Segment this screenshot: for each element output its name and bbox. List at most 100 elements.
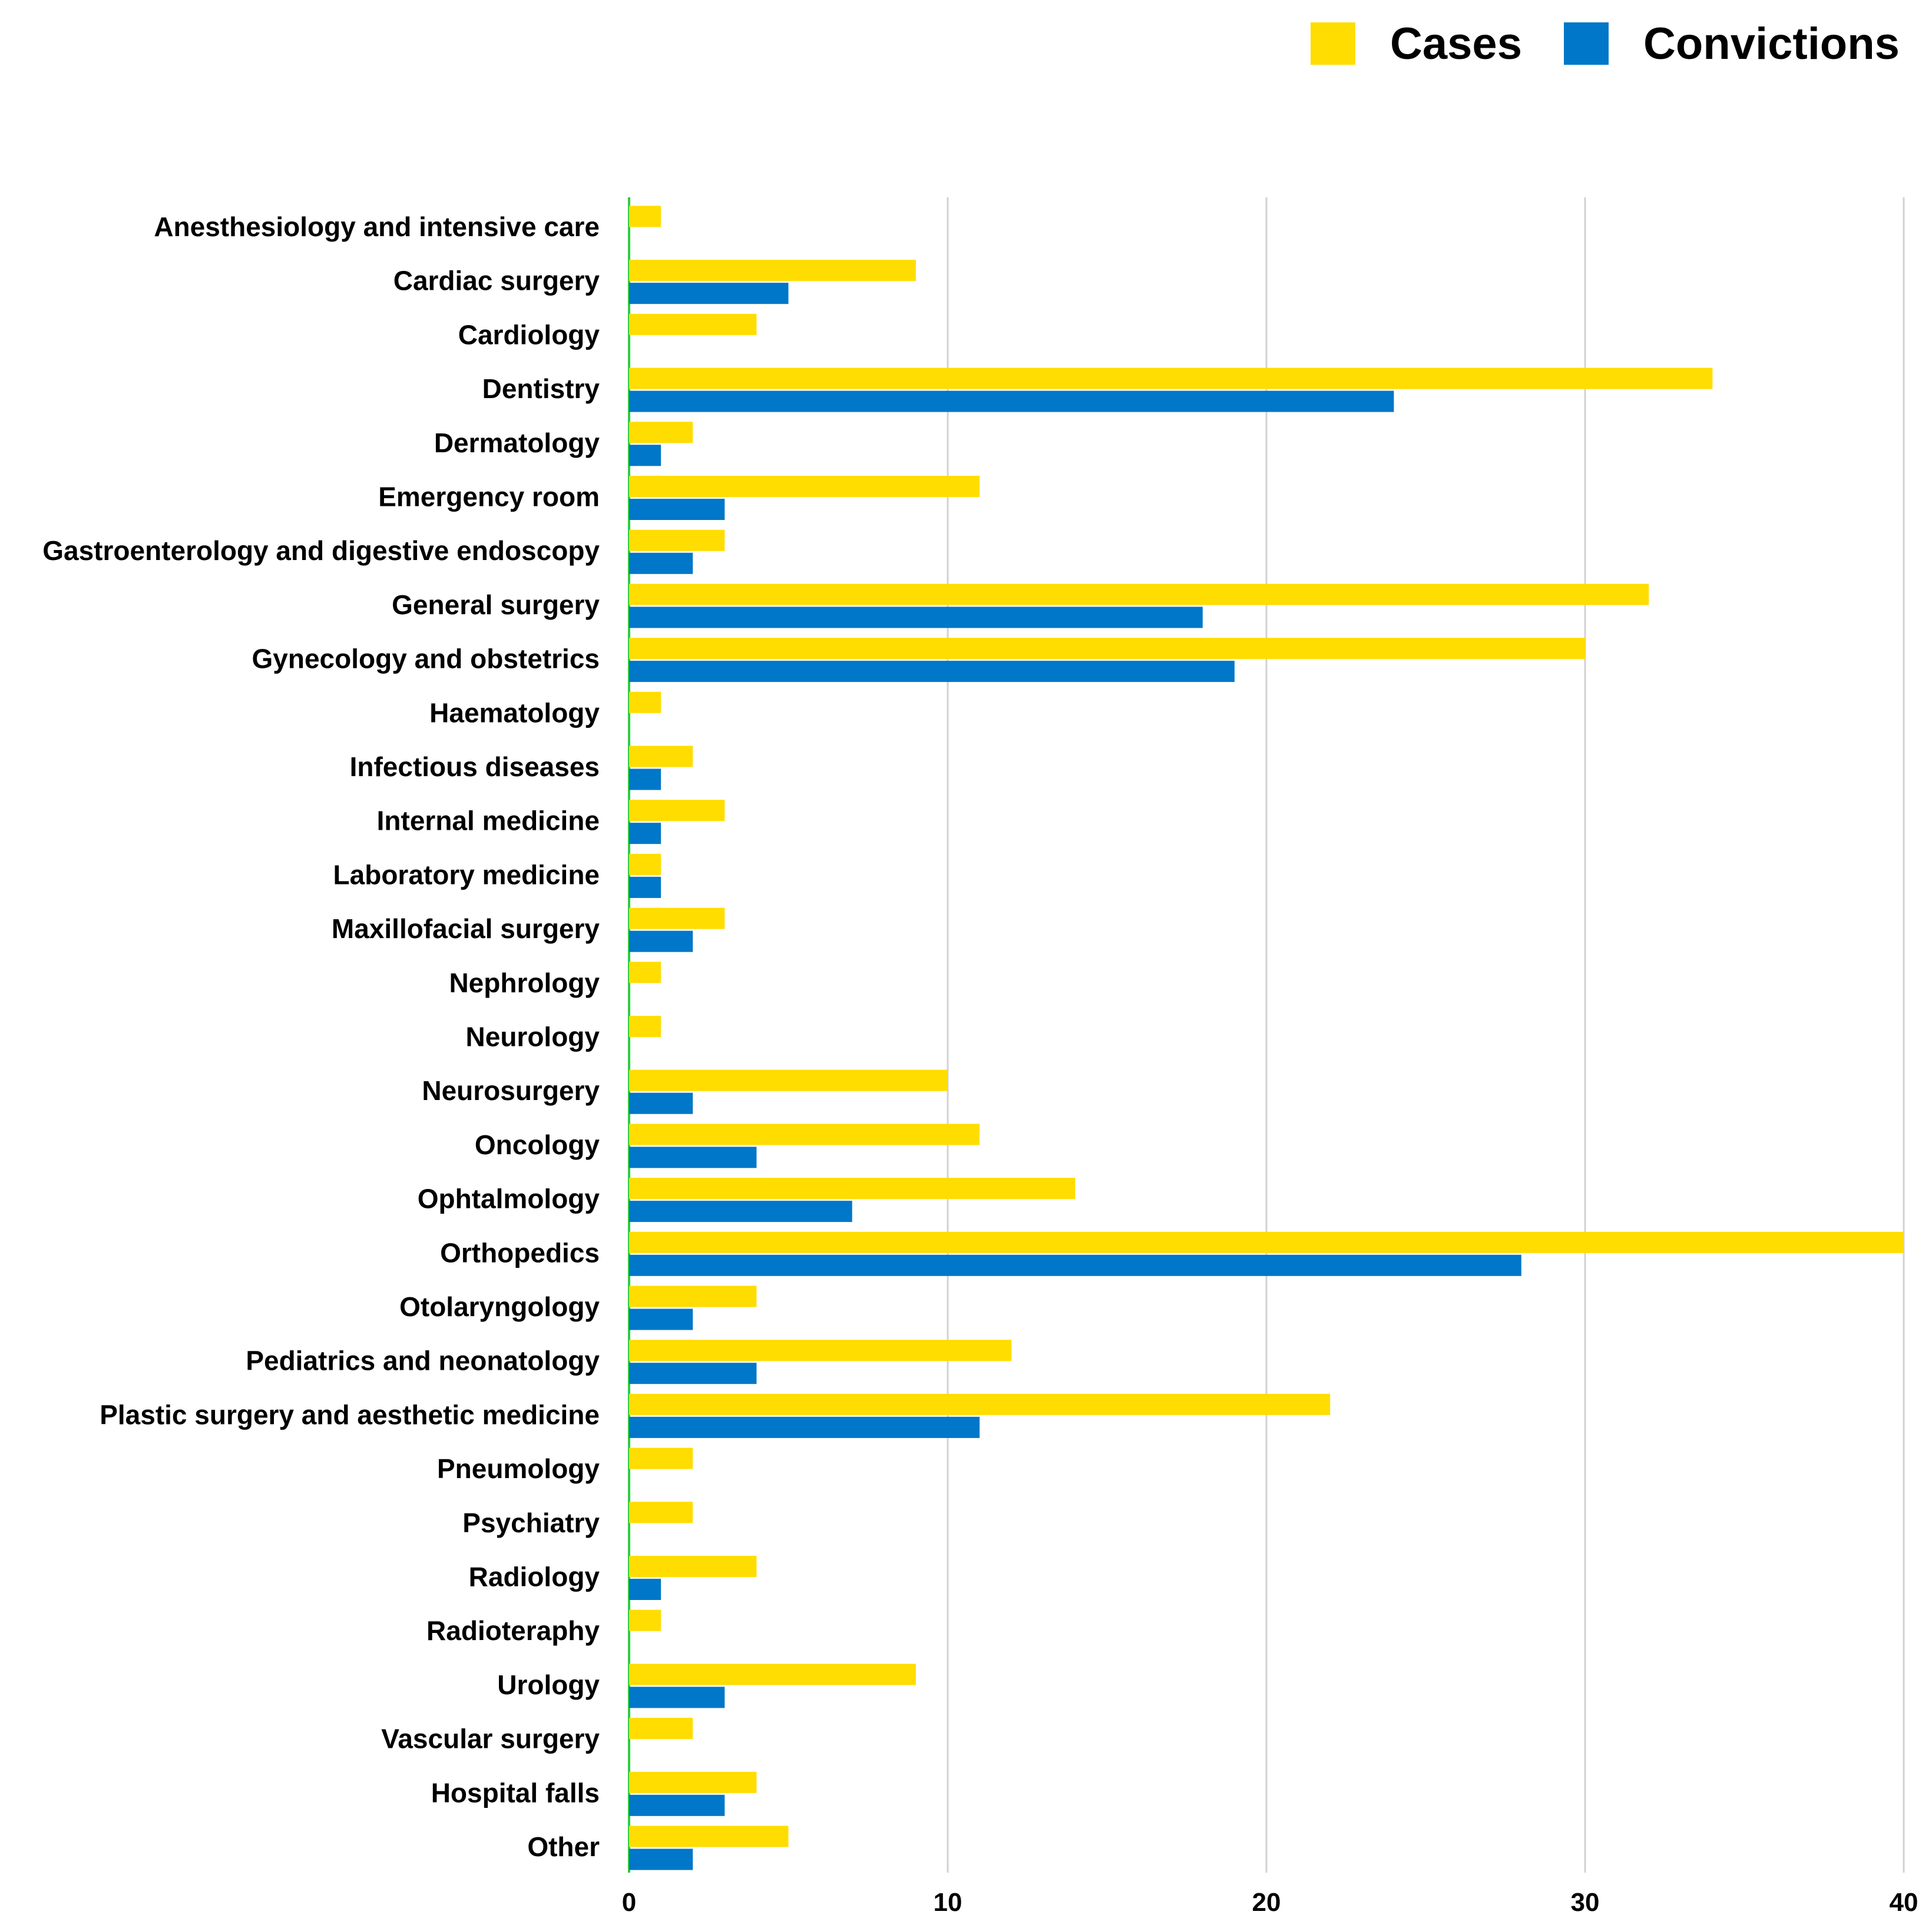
bar-convictions-ophtalmology bbox=[629, 1201, 852, 1223]
bar-convictions-general-surgery bbox=[629, 607, 1203, 628]
bar-convictions-neurosurgery bbox=[629, 1092, 693, 1114]
category-label: Other bbox=[527, 1831, 600, 1862]
legend-label-cases: Cases bbox=[1390, 19, 1522, 69]
bar-cases-general-surgery bbox=[629, 584, 1649, 605]
bar-cases-cardiology bbox=[629, 313, 757, 335]
category-label: Pneumology bbox=[437, 1453, 600, 1484]
category-label: Orthopedics bbox=[440, 1237, 600, 1268]
bar-cases-ophtalmology bbox=[629, 1178, 1076, 1200]
bar-convictions-plastic-surgery-and-aesthetic-medicine bbox=[629, 1416, 980, 1438]
category-label: Haematology bbox=[429, 697, 600, 728]
bar-convictions-emergency-room bbox=[629, 499, 725, 520]
category-label: Radiology bbox=[469, 1562, 600, 1592]
category-label: Anesthesiology and intensive care bbox=[154, 211, 600, 242]
category-label: Cardiology bbox=[458, 319, 600, 350]
bar-convictions-orthopedics bbox=[629, 1254, 1521, 1276]
bar-convictions-dermatology bbox=[629, 445, 661, 466]
bar-convictions-pediatrics-and-neonatology bbox=[629, 1363, 757, 1384]
category-label: Psychiatry bbox=[462, 1508, 600, 1538]
x-tick-label: 20 bbox=[1252, 1888, 1281, 1917]
x-tick-label: 40 bbox=[1890, 1888, 1918, 1917]
bar-cases-other bbox=[629, 1826, 789, 1847]
bar-convictions-urology bbox=[629, 1687, 725, 1708]
category-label: Neurosurgery bbox=[422, 1075, 600, 1106]
bar-cases-oncology bbox=[629, 1124, 980, 1145]
category-label: Neurology bbox=[466, 1022, 600, 1052]
category-label: Nephrology bbox=[449, 968, 600, 998]
category-label: Maxillofacial surgery bbox=[332, 913, 600, 944]
bar-cases-anesthesiology-and-intensive-care bbox=[629, 206, 661, 227]
x-tick-label: 0 bbox=[622, 1888, 636, 1917]
bar-convictions-oncology bbox=[629, 1147, 757, 1168]
bar-cases-hospital-falls bbox=[629, 1771, 757, 1793]
category-label: Emergency room bbox=[378, 482, 600, 512]
category-label: Pediatrics and neonatology bbox=[246, 1346, 600, 1376]
category-label: Internal medicine bbox=[377, 806, 600, 836]
bar-cases-otolaryngology bbox=[629, 1286, 757, 1307]
bar-convictions-radiology bbox=[629, 1579, 661, 1600]
category-label: Vascular surgery bbox=[381, 1724, 600, 1754]
bar-convictions-internal-medicine bbox=[629, 823, 661, 844]
bar-cases-orthopedics bbox=[629, 1231, 1904, 1253]
bar-cases-plastic-surgery-and-aesthetic-medicine bbox=[629, 1393, 1331, 1415]
category-label: Hospital falls bbox=[431, 1777, 600, 1808]
bar-cases-haematology bbox=[629, 691, 661, 713]
x-tick-label: 10 bbox=[934, 1888, 962, 1917]
legend-label-convictions: Convictions bbox=[1643, 19, 1900, 69]
category-label: Otolaryngology bbox=[399, 1291, 600, 1322]
bar-cases-gastroenterology-and-digestive-endoscopy bbox=[629, 529, 725, 551]
bar-convictions-gynecology-and-obstetrics bbox=[629, 661, 1235, 683]
category-label: Laboratory medicine bbox=[333, 859, 600, 890]
bar-convictions-otolaryngology bbox=[629, 1308, 693, 1330]
category-label: Gastroenterology and digestive endoscopy bbox=[42, 535, 600, 566]
bar-cases-neurology bbox=[629, 1016, 661, 1037]
x-axis-ticks: 0 10 20 30 40 bbox=[622, 1888, 1918, 1917]
category-label: Urology bbox=[497, 1669, 600, 1700]
bar-cases-maxillofacial-surgery bbox=[629, 907, 725, 929]
bar-convictions-hospital-falls bbox=[629, 1794, 725, 1816]
bar-cases-neurosurgery bbox=[629, 1069, 948, 1091]
category-label: Radioteraphy bbox=[426, 1615, 600, 1646]
category-label: Oncology bbox=[475, 1129, 600, 1160]
bar-cases-psychiatry bbox=[629, 1502, 693, 1523]
x-tick-label: 30 bbox=[1571, 1888, 1600, 1917]
category-label: Ophtalmology bbox=[418, 1184, 600, 1214]
gridlines bbox=[628, 197, 1905, 1873]
category-label: Cardiac surgery bbox=[393, 266, 600, 296]
bar-cases-pediatrics-and-neonatology bbox=[629, 1340, 1012, 1361]
legend-swatch-cases bbox=[1311, 22, 1355, 65]
bar-cases-vascular-surgery bbox=[629, 1718, 693, 1740]
bar-cases-radiology bbox=[629, 1556, 757, 1577]
bar-convictions-laboratory-medicine bbox=[629, 876, 661, 898]
bar-cases-gynecology-and-obstetrics bbox=[629, 638, 1585, 660]
category-label: Gynecology and obstetrics bbox=[252, 644, 600, 674]
bar-cases-emergency-room bbox=[629, 476, 980, 497]
category-label: Dentistry bbox=[482, 373, 600, 404]
bar-convictions-infectious-diseases bbox=[629, 768, 661, 790]
bar-cases-dermatology bbox=[629, 422, 693, 443]
category-labels: Anesthesiology and intensive care Cardiac… bbox=[42, 211, 600, 1862]
bar-cases-pneumology bbox=[629, 1447, 693, 1469]
bar-cases-infectious-diseases bbox=[629, 746, 693, 767]
category-label: Dermatology bbox=[434, 428, 600, 458]
bar-convictions-other bbox=[629, 1849, 693, 1870]
bar-cases-dentistry bbox=[629, 367, 1713, 389]
bar-convictions-gastroenterology-and-digestive-endoscopy bbox=[629, 552, 693, 574]
legend: Cases Convictions bbox=[1311, 19, 1900, 69]
bar-cases-internal-medicine bbox=[629, 800, 725, 821]
bar-convictions-dentistry bbox=[629, 390, 1394, 412]
category-label: General surgery bbox=[392, 589, 600, 620]
bar-cases-radioteraphy bbox=[629, 1609, 661, 1631]
bar-cases-nephrology bbox=[629, 962, 661, 983]
bar-convictions-maxillofacial-surgery bbox=[629, 930, 693, 952]
category-label: Plastic surgery and aesthetic medicine bbox=[100, 1399, 600, 1430]
legend-swatch-convictions bbox=[1564, 22, 1609, 65]
bars bbox=[629, 206, 1904, 1870]
bar-cases-laboratory-medicine bbox=[629, 853, 661, 875]
bar-cases-urology bbox=[629, 1664, 916, 1685]
category-label: Infectious diseases bbox=[350, 751, 600, 782]
bar-cases-cardiac-surgery bbox=[629, 260, 916, 281]
bar-convictions-cardiac-surgery bbox=[629, 283, 789, 304]
